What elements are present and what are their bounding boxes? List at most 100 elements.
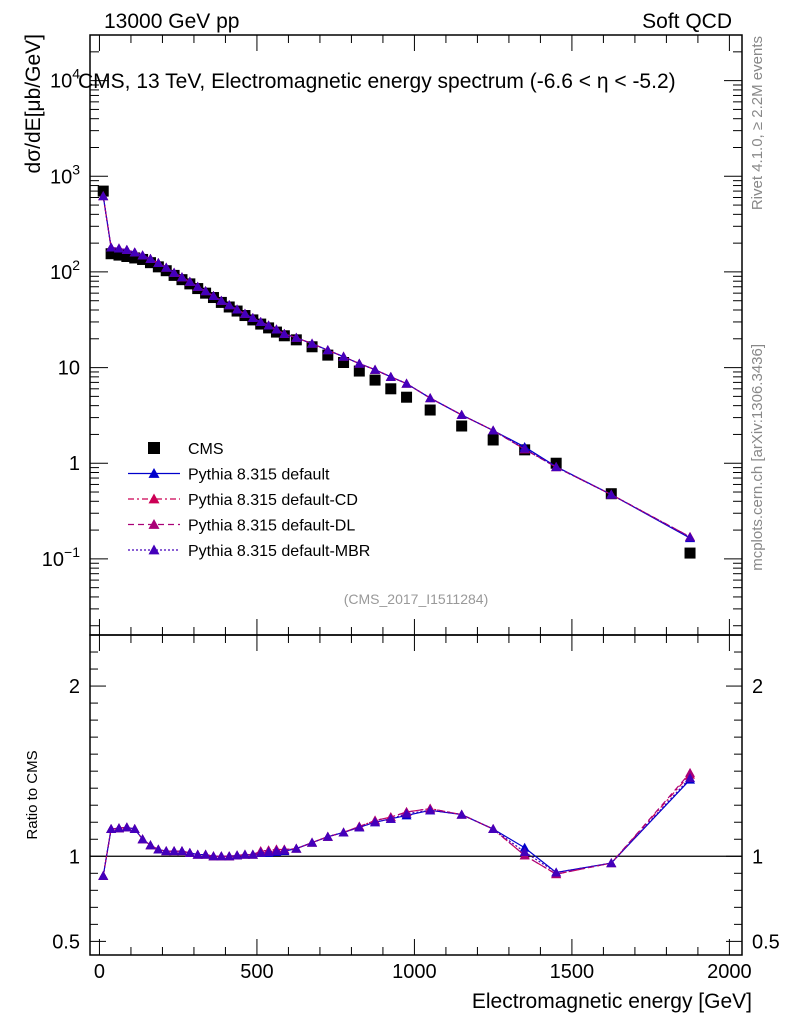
ratio-marker-3 — [370, 817, 381, 827]
cms-data-point — [401, 391, 413, 403]
pythia-marker-4 — [255, 316, 266, 326]
pythia-marker-4 — [263, 320, 274, 330]
pythia-marker-4 — [354, 358, 365, 368]
cms-data-point — [385, 383, 397, 395]
pythia-marker-4 — [113, 243, 124, 253]
pythia-marker-4 — [176, 272, 187, 282]
legend-label: Pythia 8.315 default-MBR — [188, 543, 370, 560]
pythia-series-line-1 — [102, 196, 691, 539]
cms-data-point — [369, 374, 381, 386]
ratio-marker-3 — [255, 847, 266, 857]
pythia-marker-4 — [106, 242, 117, 252]
ratio-marker-3 — [519, 847, 530, 857]
process-label: Soft QCD — [642, 10, 732, 33]
ratio-marker-3 — [200, 849, 211, 859]
pythia-series-line-3 — [102, 196, 691, 538]
pythia-series-line-4 — [102, 196, 691, 538]
ratio-y-tick-label: 2 — [69, 676, 80, 698]
pythia-marker-4 — [271, 324, 282, 334]
legend-label: Pythia 8.315 default — [188, 467, 330, 484]
pythia-marker-4 — [338, 351, 349, 361]
main-y-tick-label: 10−1 — [42, 544, 80, 571]
pythia-marker-4 — [291, 332, 302, 342]
x-tick-label: 500 — [240, 961, 273, 983]
legend-label: Pythia 8.315 default-CD — [188, 492, 358, 509]
main-data-series — [97, 185, 696, 559]
ratio-y-tick-label-right: 2 — [752, 676, 763, 698]
pythia-marker-4 — [456, 409, 467, 419]
pythia-marker-4 — [551, 462, 562, 472]
ratio-marker-2 — [685, 767, 696, 777]
ratio-marker-3 — [161, 846, 172, 856]
legend-marker — [148, 519, 160, 529]
ratio-marker-3 — [456, 809, 467, 819]
pythia-marker-4 — [488, 425, 499, 435]
cms-data-point — [113, 249, 125, 261]
pythia-marker-4 — [98, 191, 109, 201]
ratio-series-line-3 — [102, 777, 691, 876]
x-tick-label: 0 — [94, 961, 105, 983]
ratio-marker-3 — [279, 845, 290, 855]
ratio-marker-3 — [606, 858, 617, 868]
pythia-marker-4 — [137, 250, 148, 260]
main-y-tick-label: 1 — [69, 453, 80, 475]
ratio-y-tick-label-right: 1 — [752, 846, 763, 868]
pythia-marker-4 — [425, 393, 436, 403]
pythia-marker-4 — [401, 378, 412, 388]
pythia-marker-4 — [200, 286, 211, 296]
ratio-marker-3 — [239, 849, 250, 859]
energy-label: 13000 GeV pp — [104, 10, 239, 33]
ratio-series-line-1 — [102, 774, 691, 876]
pythia-marker-4 — [279, 328, 290, 338]
ratio-marker-3 — [98, 870, 109, 880]
ratio-y-tick-label-right: 0.5 — [752, 931, 780, 953]
ratio-panel-frame — [89, 634, 743, 956]
x-axis-label: Electromagnetic energy [GeV] — [472, 990, 752, 1013]
cms-data-point — [137, 253, 149, 265]
legend: CMS Pythia 8.315 default Pythia 8.315 defa… — [128, 441, 370, 560]
ratio-marker-3 — [106, 824, 117, 834]
ratio-marker-3 — [322, 831, 333, 841]
pythia-marker-4 — [161, 262, 172, 272]
ratio-y-axis-label: Ratio to CMS — [24, 750, 41, 839]
pythia-marker-4 — [519, 443, 530, 453]
ratio-data-series — [98, 767, 696, 880]
ratio-marker-3 — [169, 846, 180, 856]
cms-data-point — [456, 420, 468, 432]
pythia-marker-4 — [606, 489, 617, 499]
plot-title: CMS, 13 TeV, Electromagnetic energy spec… — [78, 70, 676, 93]
cms-data-point — [338, 357, 350, 369]
ratio-marker-3 — [113, 823, 124, 833]
ratio-marker-3 — [145, 840, 156, 850]
main-y-tick-label: 102 — [50, 257, 80, 284]
main-y-tick-label: 104 — [50, 66, 80, 93]
pythia-marker-4 — [224, 300, 235, 310]
ratio-marker-3 — [271, 846, 282, 856]
pythia-marker-4 — [129, 247, 140, 257]
ratio-y-tick-label: 0.5 — [52, 931, 80, 953]
pythia-marker-4 — [370, 364, 381, 374]
cms-data-point — [322, 349, 334, 361]
ratio-marker-3 — [385, 813, 396, 823]
legend-label: CMS — [188, 441, 224, 458]
cms-data-point — [353, 365, 365, 377]
pythia-marker-4 — [216, 295, 227, 305]
legend-marker — [148, 493, 160, 504]
ratio-marker-3 — [247, 849, 258, 859]
ratio-series-line-2 — [102, 772, 691, 876]
pythia-marker-4 — [685, 532, 696, 542]
ratio-marker-3 — [153, 844, 164, 854]
ratio-marker-3 — [184, 847, 195, 857]
ratio-marker-3 — [129, 824, 140, 834]
rivet-version-label: Rivet 4.1.0, ≥ 2.2M events — [749, 36, 766, 210]
cms-data-point — [684, 547, 696, 559]
pythia-marker-4 — [121, 244, 132, 254]
pythia-marker-4 — [385, 371, 396, 381]
ratio-marker-3 — [232, 850, 243, 860]
ratio-marker-3 — [176, 846, 187, 856]
ratio-marker-3 — [425, 805, 436, 815]
cms-data-point — [129, 252, 141, 264]
